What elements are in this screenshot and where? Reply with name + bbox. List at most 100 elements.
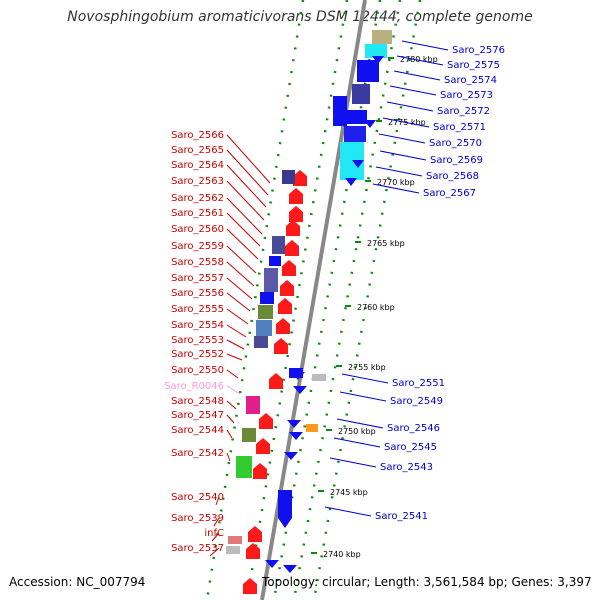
forward-gene (282, 260, 296, 276)
gene-box (254, 336, 268, 348)
label-leader-line (329, 457, 377, 468)
forward-gene (253, 463, 267, 479)
label-leader-line (226, 324, 247, 338)
reverse-arrow (284, 452, 298, 460)
left-gene-label: Saro_2554 (171, 320, 224, 331)
label-leader-line (226, 400, 237, 410)
reverse-arrow (287, 420, 301, 428)
gene-box (306, 424, 318, 432)
reverse-gene (278, 490, 292, 528)
gene-box (272, 236, 285, 254)
right-gene-label: Saro_2575 (447, 60, 500, 71)
reverse-arrow (265, 560, 279, 568)
left-gene-label: Saro_2555 (171, 304, 224, 315)
label-leader-line (226, 452, 231, 462)
right-gene-label: Saro_2568 (426, 171, 479, 182)
left-gene-label: Saro_2540 (171, 492, 224, 503)
right-gene-label: Saro_2576 (452, 45, 505, 56)
label-leader-line (379, 150, 427, 161)
label-leader-line (226, 353, 243, 361)
reverse-gene (365, 44, 387, 58)
forward-gene (285, 240, 299, 256)
kbp-tick-label: 2750 kbp (338, 427, 376, 436)
left-gene-label: Saro_2547 (171, 410, 224, 421)
reverse-gene (333, 96, 347, 126)
forward-gene (246, 543, 260, 559)
gene-box (264, 268, 278, 292)
left-gene-label: Saro_2537 (171, 543, 224, 554)
label-leader-line (226, 261, 255, 287)
label-leader-line (226, 308, 249, 325)
label-leader-line (213, 517, 220, 527)
gene-box (236, 456, 252, 478)
topology-text: Topology: circular; Length: 3,561,584 bp… (262, 575, 592, 589)
backbone-line (260, 0, 367, 600)
label-leader-line (341, 373, 389, 384)
right-gene-label: Saro_2574 (444, 75, 497, 86)
reverse-arrow (283, 565, 297, 573)
left-gene-label: Saro_2563 (171, 176, 224, 187)
label-leader-line (378, 133, 426, 144)
left-gene-label: Saro_2544 (171, 425, 224, 436)
reverse-gene (357, 60, 379, 82)
label-leader-line (209, 547, 220, 557)
left-gene-label: infC (204, 528, 224, 539)
kbp-tick-label: 2745 kbp (330, 488, 368, 497)
right-gene-label: Saro_2570 (429, 138, 482, 149)
label-leader-line (382, 117, 430, 128)
gene-box (256, 320, 272, 336)
forward-gene (278, 298, 292, 314)
left-gene-label: Saro_2559 (171, 241, 224, 252)
forward-gene (289, 206, 303, 222)
accession-text: Accession: NC_007794 (9, 575, 146, 589)
gene-box (269, 256, 281, 266)
label-leader-line (226, 292, 251, 312)
gene-box (258, 305, 273, 319)
forward-gene (286, 220, 300, 236)
forward-gene (293, 170, 307, 186)
right-gene-label: Saro_2541 (375, 511, 428, 522)
gene-box (246, 396, 260, 414)
left-gene-label: Saro_2548 (171, 396, 224, 407)
kbp-tick-label: 2740 kbp (323, 550, 361, 559)
label-leader-line (393, 70, 441, 81)
right-gene-label: Saro_2545 (384, 442, 437, 453)
left-gene-label: Saro_2556 (171, 288, 224, 299)
reverse-gene (372, 30, 392, 44)
forward-gene (256, 438, 270, 454)
right-gene-label: Saro_2567 (423, 188, 476, 199)
kbp-tick-label: 2760 kbp (357, 303, 395, 312)
label-leader-line (226, 369, 239, 379)
label-leader-line (386, 101, 434, 112)
reverse-gene (347, 110, 367, 124)
forward-gene (274, 338, 288, 354)
label-leader-line (226, 149, 269, 196)
label-leader-line (324, 506, 372, 517)
label-leader-line (226, 385, 241, 395)
right-gene-label: Saro_2549 (390, 396, 443, 407)
left-gene-label: Saro_2560 (171, 224, 224, 235)
label-leader-line (226, 277, 253, 300)
forward-gene (269, 373, 283, 389)
label-leader-line (226, 134, 271, 184)
label-leader-line (339, 391, 387, 402)
gene-box (242, 428, 256, 442)
label-leader-line (226, 164, 267, 208)
kbp-tick-label: 2765 kbp (367, 239, 405, 248)
right-gene-label: Saro_2571 (433, 122, 486, 133)
reverse-gene (344, 126, 366, 142)
left-gene-label: Saro_2561 (171, 208, 224, 219)
right-gene-label: Saro_2573 (440, 90, 493, 101)
reverse-arrow (291, 372, 305, 380)
label-leader-line (226, 212, 261, 247)
gene-box (282, 170, 295, 184)
label-leader-line (333, 437, 381, 448)
label-leader-line (226, 245, 257, 274)
reverse-arrow (372, 56, 384, 64)
forward-gene (243, 578, 257, 594)
right-gene-label: Saro_2546 (387, 423, 440, 434)
left-gene-label: Saro_2558 (171, 257, 224, 268)
reverse-arrow (289, 432, 303, 440)
right-gene-label: Saro_2572 (437, 106, 490, 117)
